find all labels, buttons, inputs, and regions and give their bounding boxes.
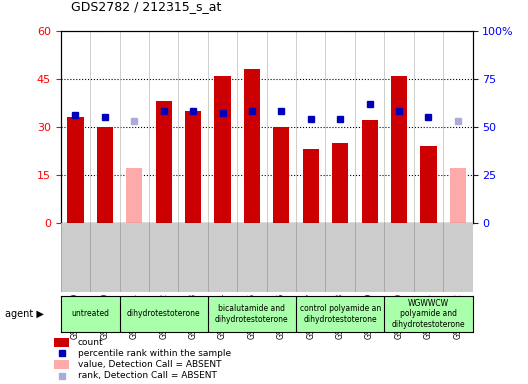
Text: agent ▶: agent ▶ — [5, 309, 44, 319]
Bar — [391, 76, 407, 223]
Bar — [97, 127, 113, 223]
Bar — [244, 69, 260, 223]
Text: rank, Detection Call = ABSENT: rank, Detection Call = ABSENT — [78, 371, 216, 380]
Bar — [68, 117, 83, 223]
Bar — [332, 143, 348, 223]
Text: value, Detection Call = ABSENT: value, Detection Call = ABSENT — [78, 360, 221, 369]
Text: untreated: untreated — [71, 310, 109, 318]
Bar — [126, 168, 143, 223]
Bar — [54, 360, 69, 369]
Text: percentile rank within the sample: percentile rank within the sample — [78, 349, 231, 358]
Text: WGWWCW
polyamide and
dihydrotestoterone: WGWWCW polyamide and dihydrotestoterone — [392, 299, 465, 329]
Bar — [156, 101, 172, 223]
Text: dihydrotestoterone: dihydrotestoterone — [127, 310, 201, 318]
Bar — [362, 120, 378, 223]
Bar — [274, 127, 289, 223]
Bar — [303, 149, 319, 223]
Bar — [54, 338, 69, 347]
Text: bicalutamide and
dihydrotestoterone: bicalutamide and dihydrotestoterone — [215, 304, 289, 324]
Bar — [185, 111, 201, 223]
Bar — [214, 76, 231, 223]
Text: count: count — [78, 338, 103, 347]
Text: control polyamide an
dihydrotestoterone: control polyamide an dihydrotestoterone — [299, 304, 381, 324]
Text: GDS2782 / 212315_s_at: GDS2782 / 212315_s_at — [71, 0, 222, 13]
Bar — [420, 146, 437, 223]
Bar — [450, 168, 466, 223]
